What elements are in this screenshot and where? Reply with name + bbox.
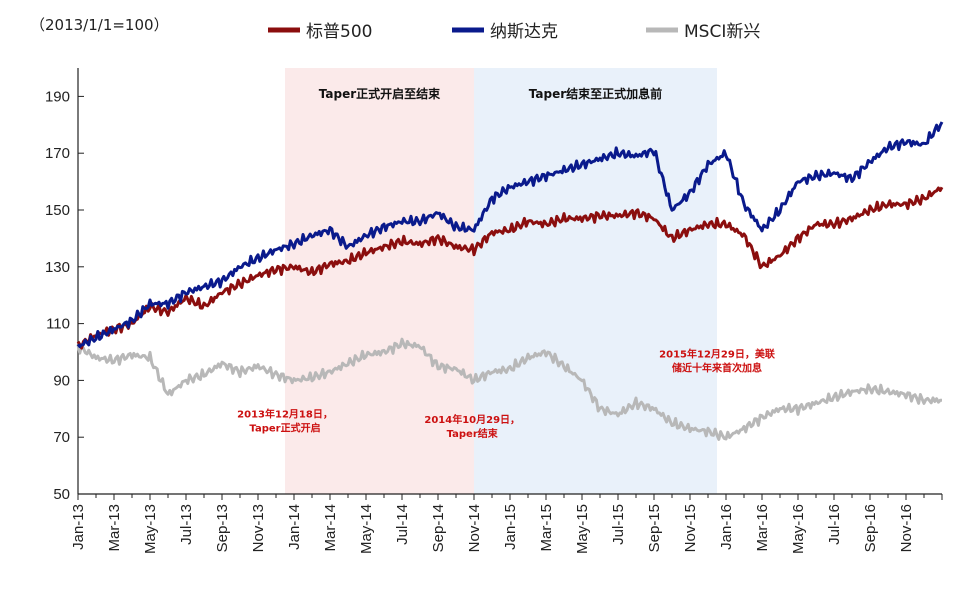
series-line-msci-em: [76, 337, 942, 441]
x-tick-label-May-16: May-16: [790, 504, 807, 554]
y-tick-label-50: 50: [53, 486, 70, 503]
y-tick-label-70: 70: [53, 429, 70, 446]
band-1: [285, 68, 474, 494]
unit-label: （2013/1/1=100）: [30, 16, 169, 34]
series-line-sp500: [76, 186, 944, 350]
legend-label-sp500: 标普500: [306, 22, 372, 42]
x-tick-label-Nov-15: Nov-15: [682, 504, 699, 552]
x-tick-label-Sep-16: Sep-16: [862, 504, 879, 552]
x-tick-label-Nov-16: Nov-16: [898, 504, 915, 552]
x-tick-label-Jul-14: Jul-14: [394, 504, 411, 545]
y-tick-label-130: 130: [45, 259, 70, 276]
x-tick-label-Jan-15: Jan-15: [502, 504, 519, 550]
x-tick-label-Nov-13: Nov-13: [250, 504, 267, 552]
band-label-2: Taper结束至正式加息前: [529, 86, 662, 101]
annotation-a1-line-2: Taper正式开启: [249, 421, 320, 434]
legend-item-msci-em: MSCI新兴: [646, 22, 760, 42]
legend-label-msci-em: MSCI新兴: [684, 22, 760, 42]
annotations: 2013年12月18日，Taper正式开启 2014年10月29日，Taper结束…: [237, 348, 775, 440]
x-tick-label-May-14: May-14: [358, 504, 375, 554]
x-tick-label-Sep-14: Sep-14: [430, 504, 447, 552]
series-lines: [76, 121, 944, 441]
legend-item-sp500: 标普500: [268, 22, 372, 42]
x-tick-label-Jan-14: Jan-14: [286, 504, 303, 550]
band-2: [474, 68, 717, 494]
x-tick-label-Jan-16: Jan-16: [718, 504, 735, 550]
y-tick-label-170: 170: [45, 145, 70, 162]
x-tick-label-Jul-16: Jul-16: [826, 504, 843, 545]
annotation-a3-line-2: 储近十年来首次加息: [671, 362, 762, 375]
x-tick-label-Nov-14: Nov-14: [466, 504, 483, 552]
x-tick-label-Jan-13: Jan-13: [70, 504, 87, 550]
y-tick-label-110: 110: [46, 316, 70, 333]
annotation-a3-line-1: 2015年12月29日，美联: [659, 348, 775, 361]
shaded-periods: Taper正式开启至结束 Taper结束至正式加息前: [285, 68, 717, 494]
x-tick-label-May-13: May-13: [142, 504, 159, 554]
x-tick-label-Sep-13: Sep-13: [214, 504, 231, 552]
legend-label-nasdaq: 纳斯达克: [490, 22, 558, 42]
x-tick-label-Jul-15: Jul-15: [610, 504, 627, 545]
x-tick-label-Mar-16: Mar-16: [754, 504, 771, 552]
y-tick-label-150: 150: [45, 202, 70, 219]
x-tick-label-Mar-14: Mar-14: [322, 504, 339, 552]
annotation-a2-line-1: 2014年10月29日，: [424, 413, 520, 426]
y-tick-label-190: 190: [45, 88, 70, 105]
annotation-a2-line-2: Taper结束: [447, 427, 499, 440]
y-tick-label-90: 90: [53, 372, 70, 389]
x-tick-label-Mar-15: Mar-15: [538, 504, 555, 552]
annotation-a1-line-1: 2013年12月18日，: [237, 407, 333, 420]
legend: 标普500 纳斯达克 MSCI新兴: [268, 22, 760, 42]
legend-item-nasdaq: 纳斯达克: [452, 22, 558, 42]
band-label-1: Taper正式开启至结束: [319, 86, 441, 101]
x-tick-label-May-15: May-15: [574, 504, 591, 554]
x-tick-label-Mar-13: Mar-13: [106, 504, 123, 552]
x-tick-label-Sep-15: Sep-15: [646, 504, 663, 552]
axes: 50 70 90 110 130 150 170 190 Jan-13 Mar-13 May-13 J…: [45, 68, 943, 554]
series-line-nasdaq: [76, 121, 944, 348]
x-tick-label-Jul-13: Jul-13: [178, 504, 195, 545]
